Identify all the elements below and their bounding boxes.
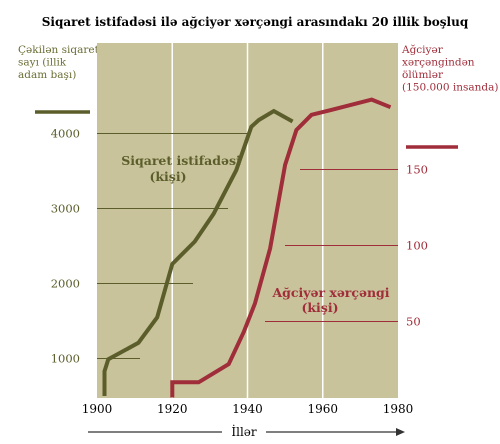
x-tick-label: 1940 [232,402,263,416]
grid-lines [171,43,324,398]
series-label-cigarette: Siqaret istifadəsi (kişi) [121,153,241,184]
series-line-cigarette [102,108,294,396]
series-line-cancer [170,97,392,398]
right-tick-label: 150 [406,163,428,177]
right-tick-label: 100 [406,239,428,253]
left-tick-label: 4000 [51,127,80,141]
x-tick-label: 1980 [383,402,414,416]
left-tick-label: 2000 [51,277,80,291]
right-tick-labels: 50 100 150 [406,163,428,329]
x-tick-label: 1900 [82,402,113,416]
series-label-cancer: Ağciyər xərçəngi (kişi) [271,285,389,315]
x-tick-label: 1960 [307,402,338,416]
left-tick-label: 3000 [51,202,80,216]
x-axis-label: İllər [231,424,257,439]
right-axis-label: Ağciyər xərçəngindən ölümlər (150.000 insan… [401,43,498,94]
series-lines [102,97,392,398]
left-tick-labels: 1000 2000 3000 4000 [51,127,80,366]
right-tick-label: 50 [406,315,421,329]
left-axis-label: Çəkilən siqaret sayı (illik adam başı) [18,44,100,81]
x-tick-labels: 1900 1920 1940 1960 1980 [82,402,414,416]
chart-title: Siqaret istifadəsi ilə ağciyər xərçəngi … [42,15,469,29]
x-axis-arrow [88,428,405,436]
x-tick-label: 1920 [157,402,188,416]
left-tick-label: 1000 [51,352,80,366]
legend-markers [35,110,458,149]
leader-lines [97,133,398,359]
